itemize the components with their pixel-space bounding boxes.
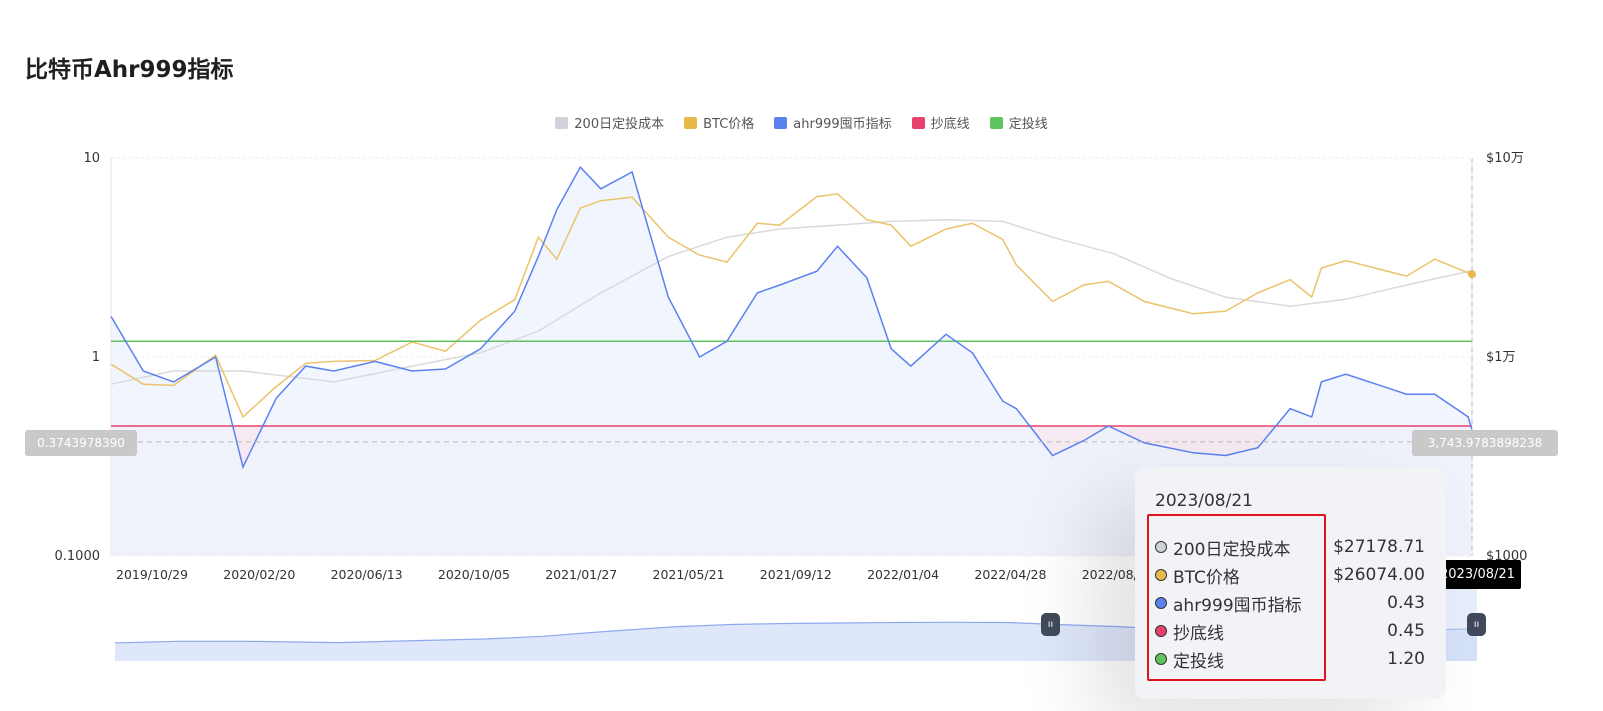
left-tick-label: 0.1000 <box>55 549 101 564</box>
x-tick-label: 2021/01/27 <box>545 567 617 582</box>
series-ahr999-line <box>110 165 1473 470</box>
x-tick-label: 2020/10/05 <box>438 567 510 582</box>
x-tick-label: 2019/10/29 <box>116 567 188 582</box>
tooltip-row: 定投线 1.20 <box>1155 647 1425 672</box>
x-tick-label: 2021/05/21 <box>653 567 725 582</box>
legend-item-dca-line[interactable]: 定投线 <box>989 113 1048 132</box>
tooltip-highlight-box <box>1147 514 1326 681</box>
tooltip-row: BTC价格 $26074.00 <box>1155 563 1425 588</box>
tooltip-date: 2023/08/21 <box>1155 491 1253 511</box>
right-tick-label: $1万 <box>1486 350 1516 365</box>
legend-label: ahr999囤币指标 <box>793 117 892 132</box>
tooltip-value: $26074.00 <box>1333 565 1425 585</box>
page-title: 比特币Ahr999指标 <box>25 57 234 83</box>
left-tick-label: 10 <box>83 151 100 166</box>
x-tick-label: 2020/02/20 <box>223 567 295 582</box>
tooltip-value: $27178.71 <box>1333 537 1425 557</box>
tooltip-label: BTC价格 <box>1173 567 1240 588</box>
tooltip-dot <box>1155 625 1167 637</box>
tooltip-dot <box>1155 597 1167 609</box>
legend-swatch <box>555 116 569 129</box>
tooltip-row: 200日定投成本 $27178.71 <box>1155 535 1425 560</box>
tooltip-label: ahr999囤币指标 <box>1173 595 1302 616</box>
legend-swatch <box>774 116 788 129</box>
legend-item-btc-price[interactable]: BTC价格 <box>684 113 754 132</box>
zoom-end-handle[interactable]: ıı <box>1467 613 1486 636</box>
legend-swatch <box>989 116 1003 129</box>
zoom-start-handle[interactable]: ıı <box>1041 613 1060 636</box>
x-tick-label: 2021/09/12 <box>760 567 832 582</box>
legend-swatch <box>684 116 698 129</box>
legend-item-ahr999[interactable]: ahr999囤币指标 <box>774 113 892 132</box>
btc-endpoint-marker <box>1468 270 1476 279</box>
series-200d-cost-line <box>110 218 1473 385</box>
tooltip-row: 抄底线 0.45 <box>1155 619 1425 644</box>
legend-item-200d-cost[interactable]: 200日定投成本 <box>555 113 664 132</box>
tooltip-label: 抄底线 <box>1173 623 1224 644</box>
legend-item-bottom-line[interactable]: 抄底线 <box>911 113 970 132</box>
x-tick-label: 2020/06/13 <box>331 567 403 582</box>
tooltip-dot <box>1155 569 1167 581</box>
x-tick-label: 2022/04/28 <box>974 567 1046 582</box>
series-btc-price-line <box>110 193 1473 419</box>
right-axis-ticks: $10万$1万$1000 <box>1486 151 1527 564</box>
tooltip-dot <box>1155 653 1167 665</box>
tooltip-value: 1.20 <box>1387 649 1425 669</box>
tooltip-value: 0.45 <box>1387 621 1425 641</box>
legend-swatch <box>911 116 925 129</box>
legend-label: 抄底线 <box>930 117 970 132</box>
tooltip-row: ahr999囤币指标 0.43 <box>1155 591 1425 616</box>
legend-label: 定投线 <box>1008 117 1048 132</box>
legend-label: BTC价格 <box>703 117 755 132</box>
left-axis-ticks: 10 1 0.1000 <box>55 151 101 564</box>
chart-legend: 200日定投成本 BTC价格 ahr999囤币指标 抄底线 定投线 <box>0 113 1603 132</box>
tooltip-label: 定投线 <box>1173 651 1224 672</box>
x-tick-label: 2022/01/04 <box>867 567 939 582</box>
crosshair-right-value: 3,743.9783898238 <box>1412 430 1558 456</box>
tooltip-label: 200日定投成本 <box>1173 539 1291 560</box>
tooltip: 2023/08/21 200日定投成本 $27178.71 BTC价格 $260… <box>1135 467 1446 699</box>
crosshair-date: 2023/08/21 <box>1434 560 1521 589</box>
tooltip-value: 0.43 <box>1387 593 1425 613</box>
tooltip-dot <box>1155 541 1167 553</box>
ahr999-area-fill <box>111 167 1472 556</box>
right-tick-label: $10万 <box>1486 151 1524 166</box>
legend-label: 200日定投成本 <box>574 117 665 132</box>
left-tick-label: 1 <box>92 350 100 365</box>
crosshair-left-value: 0.3743978390 <box>25 430 137 456</box>
